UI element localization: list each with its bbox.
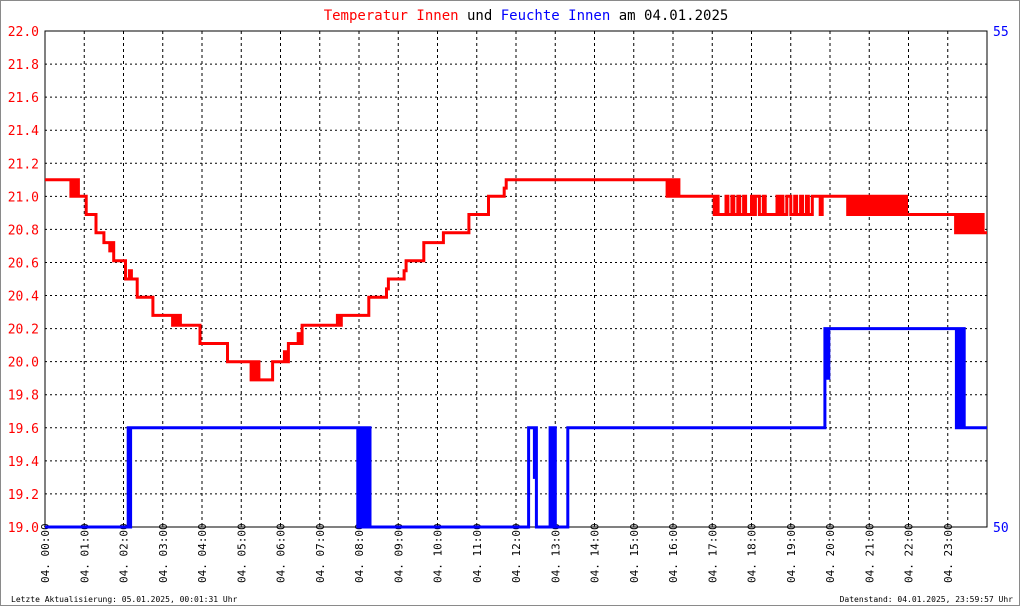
y-left-tick-label: 21.6 (8, 91, 39, 106)
y-left-tick-label: 20.0 (8, 356, 39, 371)
x-tick-label: 04. 03:00 (157, 523, 170, 583)
x-tick-label: 04. 12:00 (510, 523, 523, 583)
x-tick-label: 04. 02:00 (118, 523, 131, 583)
chart-title: Temperatur Innen und Feuchte Innen am 04… (324, 8, 729, 24)
y-right-tick-label: 50 (993, 521, 1009, 536)
y-left-tick-label: 20.2 (8, 323, 39, 338)
y-left-tick-label: 19.8 (8, 389, 39, 404)
title-temperature: Temperatur Innen (324, 8, 459, 24)
x-tick-label: 04. 08:00 (353, 523, 366, 583)
x-tick-label: 04. 19:00 (785, 523, 798, 583)
footer-data-status: Datenstand: 04.01.2025, 23:59:57 Uhr (840, 595, 1014, 604)
x-tick-label: 04. 18:00 (746, 523, 759, 583)
x-tick-label: 04. 16:00 (667, 523, 680, 583)
footer-last-update: Letzte Aktualisierung: 05.01.2025, 00:01… (11, 595, 238, 604)
x-tick-label: 04. 15:00 (628, 523, 641, 583)
x-tick-label: 04. 04:00 (196, 523, 209, 583)
y-left-tick-label: 22.0 (8, 25, 39, 40)
y-left-tick-label: 19.4 (8, 455, 39, 470)
y-left-tick-label: 19.6 (8, 422, 39, 437)
x-tick-label: 04. 14:00 (589, 523, 602, 583)
x-tick-label: 04. 00:00 (39, 523, 52, 583)
title-connector: und (467, 8, 492, 24)
x-tick-label: 04. 05:00 (235, 523, 248, 583)
series (45, 178, 987, 529)
x-tick-label: 04. 20:00 (824, 523, 837, 583)
x-tick-label: 04. 13:00 (549, 523, 562, 583)
x-tick-label: 04. 23:00 (942, 523, 955, 583)
y-left-tick-label: 20.4 (8, 290, 39, 305)
x-tick-label: 04. 17:00 (706, 523, 719, 583)
y-left-tick-label: 21.8 (8, 58, 39, 73)
x-tick-label: 04. 11:00 (471, 523, 484, 583)
y-left-tick-label: 19.0 (8, 521, 39, 536)
temperature-series-line (45, 178, 987, 382)
y-left-tick-label: 19.2 (8, 488, 39, 503)
title-date: am 04.01.2025 (619, 8, 729, 24)
y-right-tick-label: 55 (993, 25, 1009, 40)
x-tick-label: 04. 10:00 (432, 523, 445, 583)
humidity-series-line (45, 327, 987, 529)
x-tick-label: 04. 07:00 (314, 523, 327, 583)
x-tick-label: 04. 06:00 (275, 523, 288, 583)
y-left-tick-label: 20.6 (8, 256, 39, 271)
x-tick-label: 04. 09:00 (392, 523, 405, 583)
y-left-tick-label: 21.2 (8, 157, 39, 172)
x-tick-label: 04. 21:00 (863, 523, 876, 583)
axes: 19.0 19.2 19.4 19.6 19.8 20.0 20.2 20.4 20.6 20.8… (8, 25, 1009, 583)
y-left-tick-label: 20.8 (8, 223, 39, 238)
x-tick-label: 04. 01:00 (78, 523, 91, 583)
y-left-tick-label: 21.0 (8, 190, 39, 205)
x-tick-label: 04. 22:00 (903, 523, 916, 583)
grid (44, 30, 988, 528)
y-left-tick-label: 21.4 (8, 124, 39, 139)
title-humidity: Feuchte Innen (501, 8, 611, 24)
